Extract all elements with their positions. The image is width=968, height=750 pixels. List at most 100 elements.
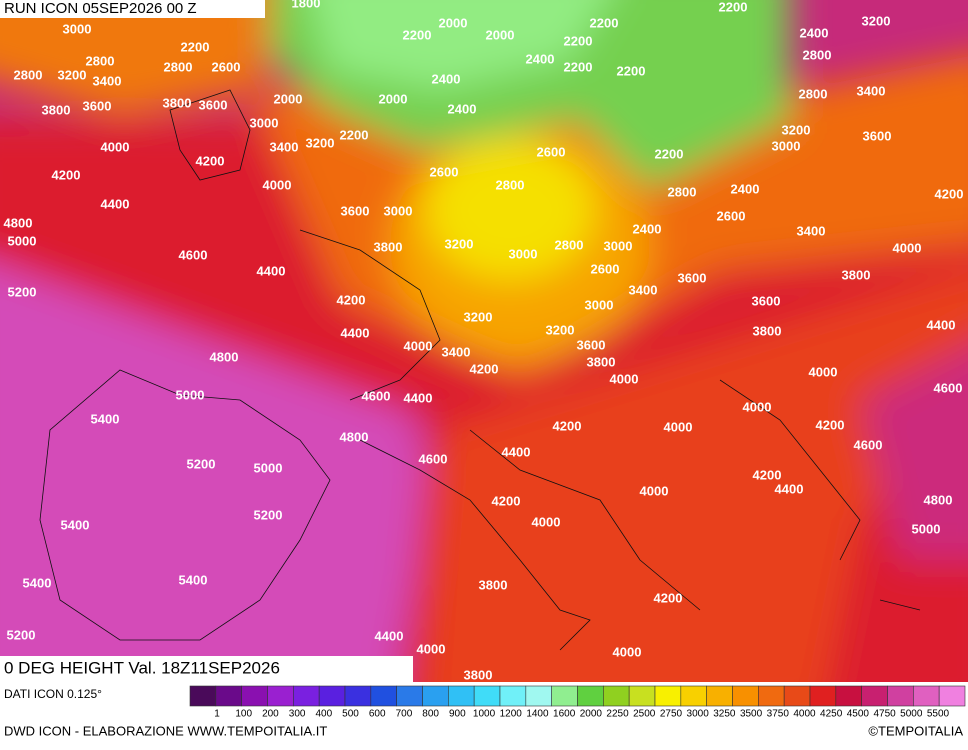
contour-label: 3800 xyxy=(479,577,508,592)
contour-label: 3800 xyxy=(374,239,403,254)
contour-label: 3600 xyxy=(83,98,112,113)
contour-label: 2200 xyxy=(564,59,593,74)
contour-label: 4400 xyxy=(375,628,404,643)
legend-swatch xyxy=(628,685,656,707)
legend-swatch xyxy=(783,685,811,707)
legend-swatch xyxy=(551,685,578,707)
contour-label: 2800 xyxy=(164,59,193,74)
contour-label: 3600 xyxy=(863,128,892,143)
legend-label: 3500 xyxy=(740,709,763,720)
contour-label: 4800 xyxy=(4,215,33,230)
legend-label: 3250 xyxy=(713,709,736,720)
legend-swatch xyxy=(680,685,707,707)
contour-label: 4800 xyxy=(340,429,369,444)
contour-label: 4200 xyxy=(52,167,81,182)
legend-swatch xyxy=(654,685,682,707)
contour-label: 2200 xyxy=(403,27,432,42)
legend-label: 2000 xyxy=(580,709,603,720)
contour-label: 3200 xyxy=(445,236,474,251)
legend-swatch xyxy=(215,685,242,707)
contour-label: 5200 xyxy=(8,284,37,299)
legend-label: 3000 xyxy=(687,709,710,720)
legend-label: 300 xyxy=(289,709,306,720)
legend-swatch xyxy=(706,685,733,707)
legend-label: 400 xyxy=(315,709,332,720)
legend-swatch xyxy=(887,685,914,707)
legend-label: 1200 xyxy=(500,709,523,720)
contour-label: 3600 xyxy=(577,337,606,352)
contour-label: 5000 xyxy=(8,233,37,248)
legend-label: 200 xyxy=(262,709,279,720)
contour-label: 4800 xyxy=(210,349,239,364)
contour-label: 3400 xyxy=(857,83,886,98)
contour-label: 2000 xyxy=(274,91,303,106)
legend-label: 600 xyxy=(369,709,386,720)
contour-label: 2800 xyxy=(803,47,832,62)
coastlines xyxy=(39,89,921,651)
legend-label: 1400 xyxy=(526,709,549,720)
contour-label: 3800 xyxy=(842,267,871,282)
contour-label: 4400 xyxy=(775,481,804,496)
contour-label: 3200 xyxy=(862,13,891,28)
legend-label: 500 xyxy=(342,709,359,720)
contour-label: 4200 xyxy=(196,153,225,168)
color-legend: 1 100 200 300 400 500 600 700 800 900 1000 1200 1400… xyxy=(189,685,966,720)
contour-label: 3200 xyxy=(306,135,335,150)
contour-label: 2400 xyxy=(633,221,662,236)
legend-swatch xyxy=(809,685,837,707)
contour-label: 5400 xyxy=(61,517,90,532)
legend-label: 1 xyxy=(214,709,220,720)
legend-label: 4250 xyxy=(820,709,843,720)
contour-label: 2200 xyxy=(564,33,593,48)
contour-label: 4000 xyxy=(640,483,669,498)
legend-swatch xyxy=(422,685,449,707)
contour-label: 4200 xyxy=(753,467,782,482)
contour-label: 2400 xyxy=(448,101,477,116)
legend-label: 1600 xyxy=(553,709,576,720)
legend-swatch xyxy=(267,685,294,707)
contour-label: 3000 xyxy=(772,138,801,153)
credit: DWD ICON - ELABORAZIONE WWW.TEMPOITALIA.… xyxy=(4,723,327,738)
contour-label: 3000 xyxy=(384,203,413,218)
contour-label: 5200 xyxy=(187,456,216,471)
title-box xyxy=(0,0,265,18)
contour-label: 2200 xyxy=(340,127,369,142)
contour-label: 4400 xyxy=(101,196,130,211)
contour-label: 2400 xyxy=(526,51,555,66)
legend-swatch xyxy=(603,685,630,707)
legend-swatch xyxy=(835,685,862,707)
contour-label: 4600 xyxy=(419,451,448,466)
parameter-box xyxy=(0,656,413,682)
contour-label: 4200 xyxy=(935,186,964,201)
legend-label: 4000 xyxy=(793,709,816,720)
contour-label: 3800 xyxy=(163,95,192,110)
legend-swatch xyxy=(732,685,759,707)
contour-label: 2400 xyxy=(800,25,829,40)
contour-label: 2800 xyxy=(86,53,115,68)
contour-label: 4000 xyxy=(404,338,433,353)
contour-label: 2200 xyxy=(590,15,619,30)
contour-label: 4000 xyxy=(893,240,922,255)
legend-swatch xyxy=(499,685,527,707)
legend-swatch xyxy=(758,685,785,707)
contour-label: 3800 xyxy=(753,323,782,338)
parameter-title: 0 DEG HEIGHT Val. 18Z11SEP2026 xyxy=(4,658,280,677)
contour-label: 3000 xyxy=(509,246,538,261)
contour-label: 4600 xyxy=(179,247,208,262)
legend-swatch xyxy=(318,685,346,707)
legend-label: 900 xyxy=(449,709,466,720)
copyright: ©TEMPOITALIA xyxy=(868,723,963,738)
contour-label: 3600 xyxy=(678,270,707,285)
contour-label: 5000 xyxy=(176,387,205,402)
contour-label: 2600 xyxy=(717,208,746,223)
contour-label: 4200 xyxy=(337,292,366,307)
contour-label: 2800 xyxy=(799,86,828,101)
legend-label: 100 xyxy=(235,709,252,720)
contour-label: 4000 xyxy=(101,139,130,154)
legend-swatch xyxy=(396,685,423,707)
legend-label: 700 xyxy=(396,709,413,720)
contour-label: 5200 xyxy=(7,627,36,642)
data-source: DATI ICON 0.125° xyxy=(4,687,102,701)
